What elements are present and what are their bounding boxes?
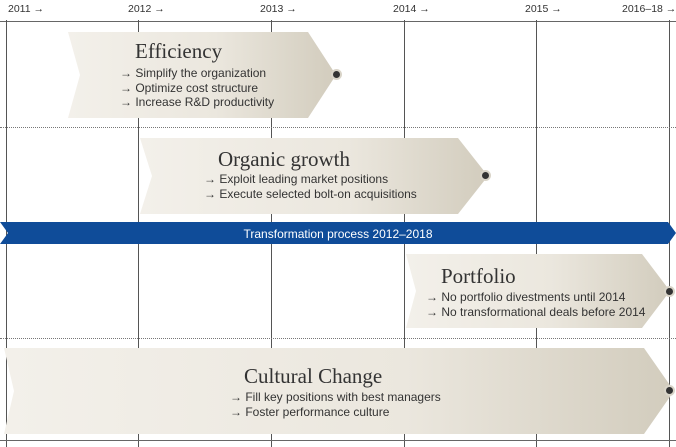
- transformation-band: [0, 222, 676, 244]
- year-label-2014: 2014 →: [393, 3, 430, 15]
- portfolio-bullet: No transformational deals before 2014: [426, 305, 645, 320]
- portfolio-bullets: No portfolio divestments until 2014 No t…: [426, 290, 645, 319]
- efficiency-bullets: Simplify the organization Optimize cost …: [120, 66, 274, 110]
- header-rule: [0, 21, 676, 22]
- organic-growth-bullet: Execute selected bolt-on acquisitions: [204, 187, 416, 202]
- organic-growth-title: Organic growth: [218, 147, 350, 171]
- row-divider-2: [0, 338, 676, 339]
- organic-growth-chevron: Organic growth Exploit leading market po…: [140, 138, 492, 214]
- cultural-change-title: Cultural Change: [244, 364, 383, 388]
- row-divider-1: [0, 127, 676, 128]
- year-label-2011: 2011 →: [8, 3, 44, 15]
- efficiency-bullet: Optimize cost structure: [120, 81, 274, 96]
- efficiency-endpoint-dot: [331, 69, 342, 80]
- year-label-2012: 2012 →: [128, 3, 165, 15]
- bottom-rule: [0, 440, 676, 441]
- organic-growth-bullets: Exploit leading market positions Execute…: [204, 172, 417, 202]
- cultural-change-endpoint-dot: [664, 385, 675, 396]
- efficiency-chevron: Efficiency Simplify the organization Opt…: [68, 32, 340, 118]
- organic-growth-bullet: Exploit leading market positions: [204, 172, 417, 187]
- cultural-change-bullet: Foster performance culture: [230, 405, 441, 420]
- portfolio-endpoint-dot: [664, 286, 675, 297]
- efficiency-bullet: Simplify the organization: [120, 66, 274, 81]
- cultural-change-bullets: Fill key positions with best managers Fo…: [230, 390, 441, 420]
- efficiency-title: Efficiency: [135, 39, 223, 63]
- portfolio-chevron: Portfolio No portfolio divestments until…: [406, 254, 672, 328]
- cultural-change-bullet: Fill key positions with best managers: [230, 390, 440, 405]
- year-label-2016-18: 2016–18 →: [622, 3, 676, 15]
- year-label-2013: 2013 →: [260, 3, 297, 15]
- portfolio-bullet: No portfolio divestments until 2014: [426, 290, 645, 305]
- gridline-2011: [6, 20, 7, 447]
- year-label-2015: 2015 →: [525, 3, 562, 15]
- efficiency-bullet: Increase R&D productivity: [120, 95, 274, 110]
- organic-growth-endpoint-dot: [480, 170, 491, 181]
- transformation-band-label: Transformation process 2012–2018: [243, 227, 433, 241]
- cultural-change-chevron: Cultural Change Fill key positions with …: [4, 348, 676, 434]
- portfolio-title: Portfolio: [441, 264, 516, 288]
